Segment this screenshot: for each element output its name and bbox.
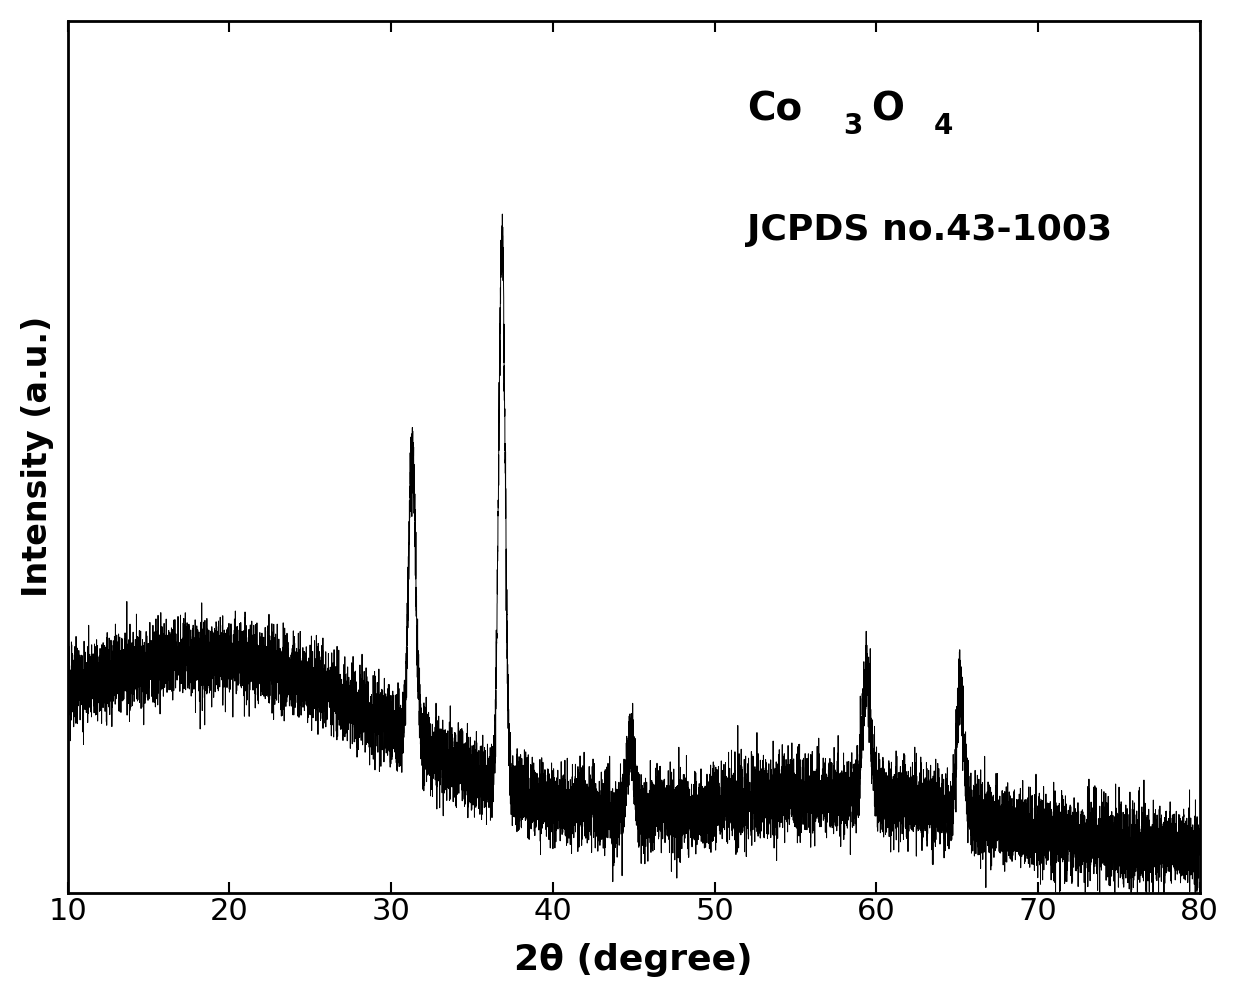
Y-axis label: Intensity (a.u.): Intensity (a.u.) — [21, 316, 53, 598]
Text: 4: 4 — [934, 113, 954, 141]
Text: O: O — [872, 91, 904, 129]
Text: Co: Co — [746, 91, 802, 129]
Text: 3: 3 — [843, 113, 863, 141]
X-axis label: 2θ (degree): 2θ (degree) — [515, 943, 753, 977]
Text: JCPDS no.43-1003: JCPDS no.43-1003 — [746, 213, 1112, 247]
